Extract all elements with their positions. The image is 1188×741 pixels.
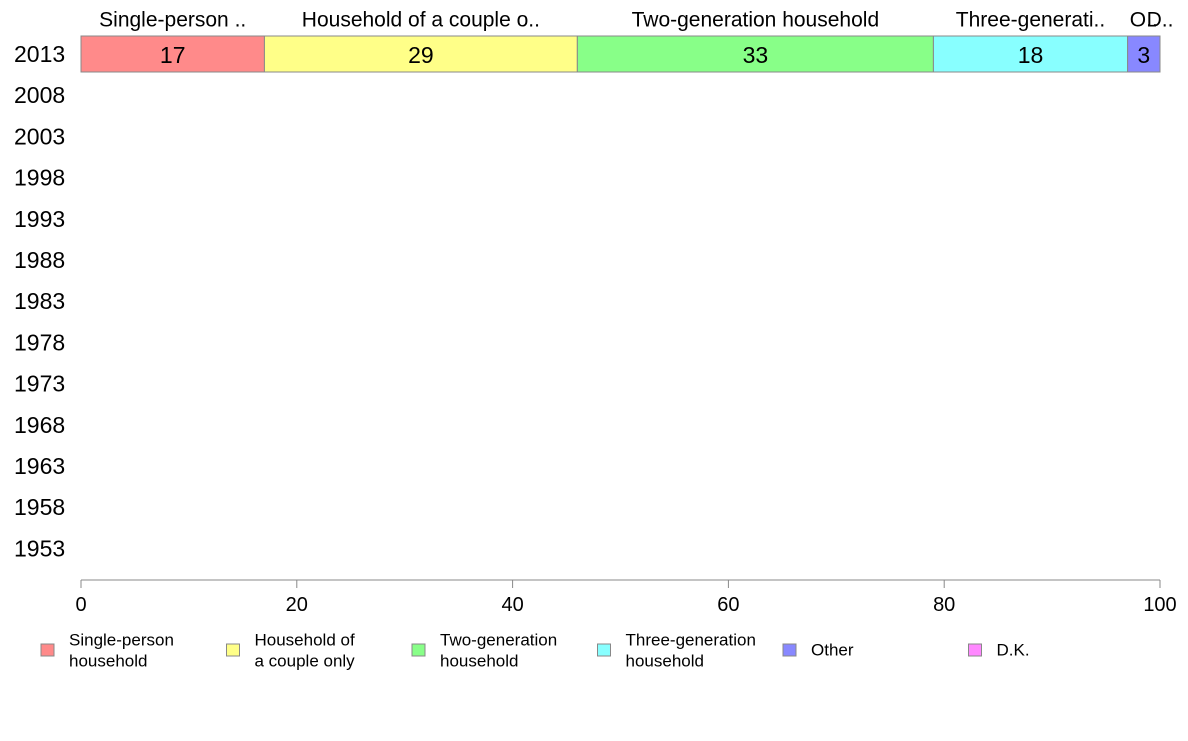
year-label: 1963 — [14, 453, 65, 479]
year-label: 1973 — [14, 371, 65, 397]
bar-segment — [263, 35, 578, 73]
legend-label: Two-generation household — [440, 631, 557, 671]
bar-segment — [576, 35, 934, 73]
x-tick-label: 100 — [1143, 594, 1176, 616]
series-top-label: Two-generation household — [632, 9, 880, 32]
year-label: 1978 — [14, 329, 65, 355]
top-labels-layer: Single-person .. Household of a couple o.… — [99, 9, 1173, 32]
year-label: 1998 — [14, 165, 65, 191]
year-label: 1953 — [14, 535, 65, 561]
bar-value-label: 3 — [1137, 42, 1150, 68]
legend-swatch — [411, 643, 426, 657]
year-label: 1993 — [14, 206, 65, 232]
series-top-label: O.. — [1130, 9, 1158, 32]
bar-value-label: 18 — [1018, 42, 1044, 68]
bar-segment — [1127, 35, 1161, 73]
year-label: 2003 — [14, 123, 65, 149]
legend-swatch — [226, 643, 240, 657]
bars-layer: 17 29 33 18 3 — [80, 35, 1161, 73]
legend-label: Household of a couple only — [255, 631, 356, 671]
legend-swatch — [40, 643, 55, 657]
series-top-label: Household of a couple o.. — [302, 9, 540, 32]
year-labels-layer: 2013 2008 2003 1998 1993 1988 1983 1978 1973 1968… — [14, 41, 65, 561]
legend-label: Single-person household — [69, 631, 174, 671]
year-label: 2008 — [14, 82, 65, 108]
series-top-label: Single-person .. — [99, 9, 246, 32]
bar-value-label: 33 — [743, 42, 769, 68]
series-top-label: Three-generati.. — [956, 9, 1105, 32]
year-label: 1988 — [14, 247, 65, 273]
year-label: 1968 — [14, 412, 65, 438]
legend-label: D.K. — [997, 641, 1030, 660]
legend-label: Three-generation household — [626, 631, 756, 671]
x-tick-label: 40 — [501, 594, 523, 616]
x-tick-label: 0 — [75, 594, 86, 616]
year-label: 2013 — [14, 41, 65, 67]
legend-swatch — [782, 643, 797, 657]
legend-label: Other — [811, 641, 854, 660]
legend-swatch — [968, 643, 982, 657]
bar-value-label: 17 — [160, 42, 186, 68]
x-axis: 0 20 40 60 80 100 — [75, 579, 1177, 616]
x-tick-label: 60 — [717, 594, 739, 616]
bar-segment — [80, 35, 265, 73]
series-top-label: D.. — [1147, 9, 1174, 32]
legend: Single-person household Household of a coup… — [40, 631, 1030, 671]
bar-value-label: 29 — [408, 42, 434, 68]
year-label: 1958 — [14, 494, 65, 520]
x-tick-label: 80 — [933, 594, 955, 616]
x-tick-label: 20 — [286, 594, 308, 616]
legend-swatch — [597, 643, 611, 657]
year-label: 1983 — [14, 288, 65, 314]
